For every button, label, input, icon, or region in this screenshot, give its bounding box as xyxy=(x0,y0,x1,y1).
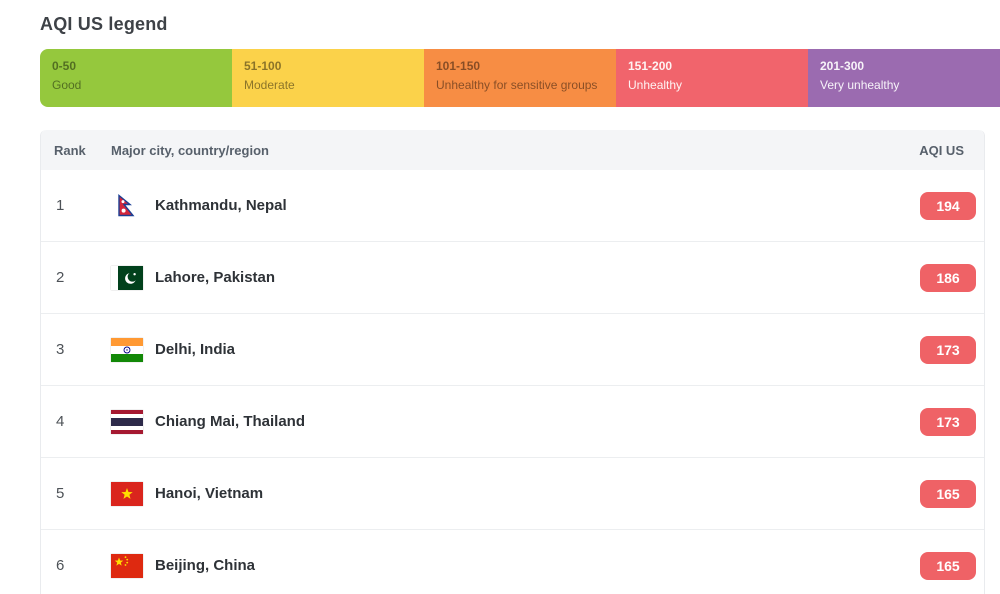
rank-value: 3 xyxy=(56,341,65,358)
city-label: Hanoi, Vietnam xyxy=(155,485,264,502)
legend-label: Unhealthy xyxy=(628,78,683,92)
page-title: AQI US legend xyxy=(40,14,168,34)
aqi-ranking-table: Rank Major city, country/region AQI US 1… xyxy=(40,130,985,594)
header-aqi-us: AQI US xyxy=(919,142,964,158)
legend-label: Very unhealthy xyxy=(820,78,900,92)
aqi-legend-bar: 0-50 Good 51-100 Moderate 101-150 Unheal… xyxy=(40,49,1000,107)
legend-range: 151-200 xyxy=(628,59,673,73)
table-row-kathmandu[interactable]: 1 Kathmandu, Nepal 194 xyxy=(41,170,984,242)
aqi-badge: 165 xyxy=(920,479,976,508)
header-city: Major city, country/region xyxy=(111,142,269,158)
rank-value: 6 xyxy=(56,557,65,574)
legend-segment-unhealthy-sensitive: 101-150 Unhealthy for sensitive groups xyxy=(424,49,616,107)
legend-segment-good: 0-50 Good xyxy=(40,49,232,107)
table-row-hanoi[interactable]: 5 Hanoi, Vietnam 165 xyxy=(41,458,984,530)
legend-segment-very-unhealthy: 201-300 Very unhealthy xyxy=(808,49,1000,107)
rank-value: 2 xyxy=(56,269,65,286)
aqi-badge: 165 xyxy=(920,551,976,580)
legend-label: Moderate xyxy=(244,78,295,92)
rank-value: 1 xyxy=(56,197,65,214)
table-header-row: Rank Major city, country/region AQI US xyxy=(41,130,984,170)
legend-range: 51-100 xyxy=(244,59,282,73)
aqi-badge: 173 xyxy=(920,407,976,436)
flag-nepal-icon xyxy=(111,193,143,218)
city-label: Lahore, Pakistan xyxy=(155,269,276,286)
legend-segment-unhealthy: 151-200 Unhealthy xyxy=(616,49,808,107)
rank-value: 4 xyxy=(56,413,65,430)
table-row-chiang-mai[interactable]: 4 Chiang Mai, Thailand 173 xyxy=(41,386,984,458)
city-label: Kathmandu, Nepal xyxy=(155,197,287,214)
header-rank: Rank xyxy=(54,142,86,158)
city-label: Delhi, India xyxy=(155,341,236,358)
table-row-lahore[interactable]: 2 Lahore, Pakistan 186 xyxy=(41,242,984,314)
flag-vietnam-icon xyxy=(111,481,143,506)
flag-pakistan-icon xyxy=(111,265,143,290)
aqi-badge: 194 xyxy=(920,191,976,220)
legend-segment-moderate: 51-100 Moderate xyxy=(232,49,424,107)
table-row-delhi[interactable]: 3 Delhi, India 173 xyxy=(41,314,984,386)
flag-india-icon xyxy=(111,337,143,362)
legend-label: Unhealthy for sensitive groups xyxy=(436,78,598,92)
aqi-badge: 186 xyxy=(920,263,976,292)
legend-label: Good xyxy=(52,78,82,92)
city-label: Chiang Mai, Thailand xyxy=(155,413,306,430)
legend-range: 101-150 xyxy=(436,59,481,73)
flag-china-icon xyxy=(111,553,143,578)
table-row-beijing[interactable]: 6 Beijing, China 165 xyxy=(41,530,984,594)
legend-range: 0-50 xyxy=(52,59,77,73)
rank-value: 5 xyxy=(56,485,65,502)
city-label: Beijing, China xyxy=(155,557,256,574)
flag-thailand-icon xyxy=(111,409,143,434)
legend-range: 201-300 xyxy=(820,59,865,73)
aqi-badge: 173 xyxy=(920,335,976,364)
